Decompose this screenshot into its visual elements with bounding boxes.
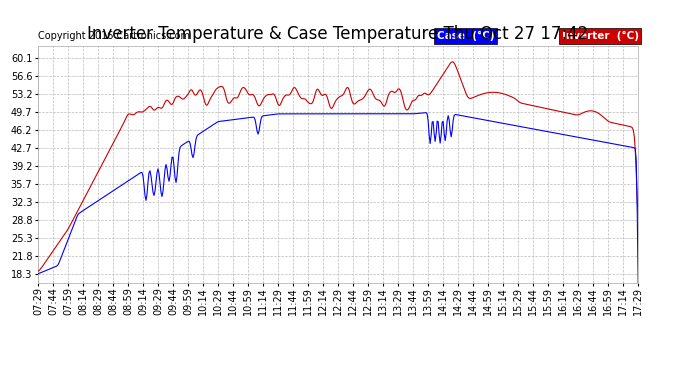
Title: Inverter Temperature & Case Temperature Thu Oct 27 17:42: Inverter Temperature & Case Temperature … [88,25,589,43]
Text: Inverter  (°C): Inverter (°C) [562,31,639,41]
Text: Copyright 2016 Cartronics.com: Copyright 2016 Cartronics.com [38,31,190,41]
Text: Case  (°C): Case (°C) [437,31,494,41]
